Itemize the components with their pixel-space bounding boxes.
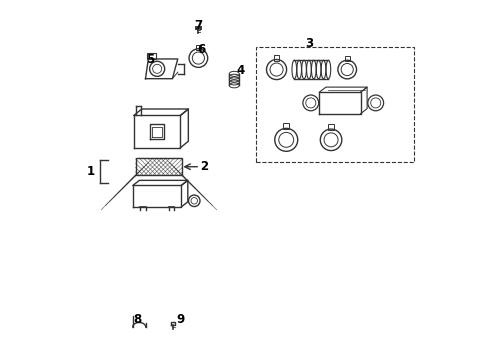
Text: 3: 3 — [305, 37, 314, 50]
Bar — [147, 53, 156, 59]
Bar — [196, 45, 201, 50]
Text: 9: 9 — [176, 313, 185, 327]
Bar — [283, 123, 289, 130]
Bar — [345, 56, 349, 61]
Text: 1: 1 — [87, 165, 95, 178]
Text: 2: 2 — [200, 160, 209, 173]
Text: 7: 7 — [195, 19, 202, 32]
Text: 4: 4 — [237, 64, 245, 77]
Text: 6: 6 — [197, 42, 205, 55]
Text: 8: 8 — [133, 313, 142, 327]
Bar — [136, 158, 182, 175]
Bar — [274, 55, 279, 60]
Bar — [328, 124, 334, 130]
Text: 5: 5 — [146, 53, 154, 66]
Bar — [256, 47, 414, 162]
